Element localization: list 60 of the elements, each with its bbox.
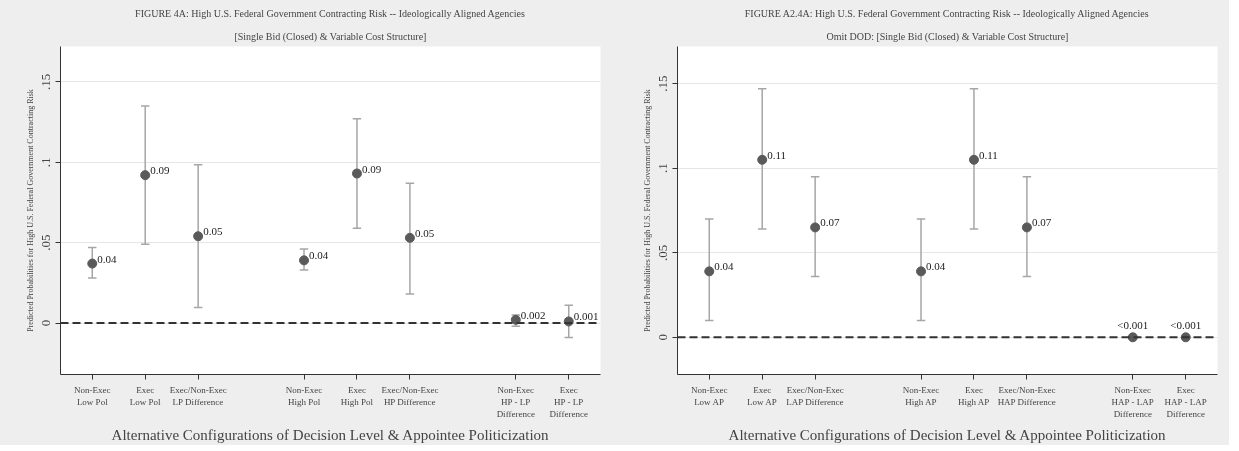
x-tick-label: Exec/Non-Exec LP Difference xyxy=(169,384,227,407)
data-label: 0.04 xyxy=(309,249,329,262)
y-tick-label: 0 xyxy=(655,334,671,341)
data-label: 0.09 xyxy=(361,162,382,175)
data-label: 0.11 xyxy=(978,148,998,161)
x-axis-title: Alternative Configurations of Decision Level & Appointee Politicization xyxy=(111,426,550,443)
point xyxy=(404,232,415,243)
data-label: 0.04 xyxy=(714,260,735,273)
data-label: <0.001 xyxy=(1117,319,1149,332)
data-label: 0.05 xyxy=(414,226,435,239)
chart-subtitle: Omit DOD: [Single Bid (Closed) & Variable Cost Structure] xyxy=(826,30,1069,43)
data-label: 0.04 xyxy=(926,260,946,273)
data-label: 0.05 xyxy=(203,225,223,238)
x-tick-label: Exec Low AP xyxy=(747,384,777,407)
point xyxy=(810,222,821,233)
x-tick-label: Non-Exec High AP xyxy=(902,384,940,407)
y-tick-label: .15 xyxy=(655,75,671,92)
x-tick-label: Exec High AP xyxy=(958,384,990,407)
x-tick-label: Non-Exec High Pol xyxy=(285,384,323,407)
x-tick-label: Exec/Non-Exec HAP Difference xyxy=(997,384,1056,407)
x-tick-label: Exec/Non-Exec LAP Difference xyxy=(786,384,844,407)
x-tick-label: Exec/Non-Exec HP Difference xyxy=(381,384,439,407)
point xyxy=(704,266,715,277)
x-tick-label: Non-Exec Low Pol xyxy=(74,384,111,407)
data-label: 0.001 xyxy=(573,310,599,323)
point xyxy=(193,231,204,242)
x-tick-label: Exec HAP - LAP Difference xyxy=(1164,384,1207,419)
y-tick-label: .15 xyxy=(38,73,54,90)
chart-subtitle: [Single Bid (Closed) & Variable Cost Structure] xyxy=(234,30,427,43)
y-tick-label: .1 xyxy=(655,163,671,174)
y-tick-label: 0 xyxy=(38,319,54,327)
point xyxy=(140,170,151,181)
data-label: <0.001 xyxy=(1170,319,1202,332)
y-tick-label: .05 xyxy=(655,244,671,261)
point xyxy=(351,168,362,179)
data-label: 0.04 xyxy=(97,252,118,265)
point xyxy=(1021,222,1032,233)
data-label: 0.09 xyxy=(150,164,170,177)
x-tick-label: Exec Low Pol xyxy=(129,384,162,407)
y-axis-title: Predicted Probabilities for High U.S. Federal Government Contracting Risk xyxy=(25,89,35,332)
point xyxy=(916,266,927,277)
x-axis-title: Alternative Configurations of Decision Level & Appointee Politicization xyxy=(728,426,1167,443)
point xyxy=(299,255,310,266)
y-axis-title: Predicted Probabilities for High U.S. Federal Government Contracting Risk xyxy=(642,89,652,332)
y-tick-label: .1 xyxy=(38,157,54,168)
data-label: 0.07 xyxy=(1031,216,1052,229)
point xyxy=(968,154,979,165)
point xyxy=(87,258,98,269)
point xyxy=(757,154,768,165)
x-tick-label: Exec High Pol xyxy=(340,384,374,407)
y-tick-label: .05 xyxy=(38,234,54,251)
chart-title: FIGURE 4A: High U.S. Federal Government Contracting Risk -- Ideologically Aligned Agencies xyxy=(135,7,525,19)
data-label: 0.11 xyxy=(767,148,787,161)
x-tick-label: Non-Exec HAP - LAP Difference xyxy=(1111,384,1154,419)
data-label: 0.07 xyxy=(820,216,840,229)
x-tick-label: Exec HP - LP Difference xyxy=(549,384,588,419)
data-label: 0.002 xyxy=(520,308,546,321)
x-tick-label: Non-Exec Low AP xyxy=(691,384,728,407)
x-tick-label: Non-Exec HP - LP Difference xyxy=(496,384,535,419)
chart-title: FIGURE A2.4A: High U.S. Federal Government Contracting Risk -- Ideologically Aligned Agencies xyxy=(744,7,1149,19)
